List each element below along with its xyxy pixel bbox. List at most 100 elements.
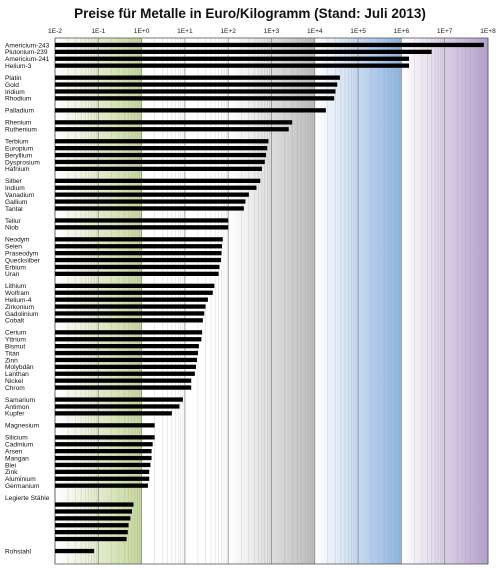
bar-label: Gallium xyxy=(5,199,28,206)
bar xyxy=(55,483,148,488)
bar xyxy=(55,435,155,440)
bar xyxy=(55,404,180,409)
x-tick-label: 1E+1 xyxy=(177,28,193,35)
bar-label: Bismut xyxy=(5,343,25,350)
bar-label: Gadolinium xyxy=(5,311,39,318)
bar xyxy=(55,536,127,542)
bar-label: Silicium xyxy=(5,435,28,442)
bar-label: Mangan xyxy=(5,455,29,462)
bar xyxy=(55,509,132,514)
bar-label: Cerium xyxy=(5,330,27,337)
bar-label: Vanadium xyxy=(5,192,35,199)
bar xyxy=(55,449,152,454)
bar-label: Ruthenium xyxy=(5,127,37,134)
bar xyxy=(55,225,229,230)
bar-label: Helium-4 xyxy=(5,297,32,304)
bar xyxy=(55,423,155,428)
bar-label: Yttrium xyxy=(5,337,26,344)
bar xyxy=(55,502,134,507)
bar xyxy=(55,244,223,249)
bar xyxy=(55,159,265,165)
bar xyxy=(55,283,215,288)
bar-label: Americium-243 xyxy=(5,42,50,49)
bar xyxy=(55,516,131,521)
bar xyxy=(55,257,221,263)
bar-label: Terbium xyxy=(5,139,29,146)
bar xyxy=(55,337,202,342)
bar xyxy=(55,63,410,68)
bar xyxy=(55,357,197,363)
bar xyxy=(55,206,244,211)
x-tick-label: 1E+7 xyxy=(437,28,453,35)
bar xyxy=(55,469,150,474)
x-tick-label: 1E+3 xyxy=(264,28,280,35)
bar xyxy=(55,523,129,528)
bar xyxy=(55,290,213,295)
bar xyxy=(55,82,338,87)
bar xyxy=(55,371,195,376)
bar-label: Magnesium xyxy=(5,423,40,430)
bar-label: Lithium xyxy=(5,283,27,290)
bar-label: Wolfram xyxy=(5,290,30,297)
bar-label: Erbium xyxy=(5,264,26,271)
bar-label: Beryllium xyxy=(5,152,33,159)
bar xyxy=(55,297,208,302)
bar xyxy=(55,96,335,101)
bar xyxy=(55,462,151,468)
bar-label: Zink xyxy=(5,469,18,476)
bar xyxy=(55,192,249,197)
bar xyxy=(55,442,153,447)
bar xyxy=(55,56,410,61)
x-tick-label: 1E+4 xyxy=(307,28,323,35)
chart-title: Preise für Metalle in Euro/Kilogramm (St… xyxy=(74,6,426,21)
bar xyxy=(55,218,229,223)
bar-label: Samarium xyxy=(5,397,36,404)
bar-label: Zirkonium xyxy=(5,304,34,311)
bar xyxy=(55,304,206,309)
bar xyxy=(55,108,326,113)
bar-label: Rohstahl xyxy=(5,548,32,555)
bar xyxy=(55,476,150,481)
bar-label: Helium-3 xyxy=(5,63,32,70)
bar xyxy=(55,89,336,94)
bar-label: Neodym xyxy=(5,237,30,244)
bar-label: Lanthan xyxy=(5,371,29,378)
bar-label: Cadmium xyxy=(5,442,34,449)
bar-label: Tantal xyxy=(5,206,23,213)
bar-label: Germanium xyxy=(5,483,40,490)
bar-label: Molybdän xyxy=(5,364,34,371)
bar xyxy=(55,139,269,144)
bar-label: Zinn xyxy=(5,357,18,364)
bar-label: Gold xyxy=(5,82,19,89)
bar xyxy=(55,166,262,171)
bar xyxy=(55,548,95,554)
bar xyxy=(55,385,192,390)
bar xyxy=(55,127,289,132)
bar-label: Legierte Stähle xyxy=(5,495,50,502)
bar-label: Aluminium xyxy=(5,476,36,483)
x-tick-label: 1E+2 xyxy=(220,28,236,35)
bar-label: Silber xyxy=(5,178,23,185)
bar-label: Cobalt xyxy=(5,318,24,325)
bar-label: Titan xyxy=(5,350,20,357)
bar-label: Platin xyxy=(5,75,22,82)
bar xyxy=(55,378,192,383)
bar-label: Plutonium-239 xyxy=(5,49,48,56)
bar xyxy=(55,344,199,349)
bar xyxy=(55,330,203,335)
bar-label: Selen xyxy=(5,244,22,251)
x-tick-label: 1E+0 xyxy=(134,28,150,35)
x-tick-label: 1E+5 xyxy=(350,28,366,35)
x-tick-label: 1E+8 xyxy=(480,28,496,35)
bar xyxy=(55,271,219,276)
bar xyxy=(55,237,223,242)
bar xyxy=(55,152,267,158)
bar xyxy=(55,251,222,256)
bar-label: Blei xyxy=(5,462,17,469)
bar xyxy=(55,120,293,125)
bar-label: Iridium xyxy=(5,89,25,96)
bar-label: Indium xyxy=(5,185,25,192)
bar-label: Praseodym xyxy=(5,250,39,257)
bar xyxy=(55,397,183,402)
